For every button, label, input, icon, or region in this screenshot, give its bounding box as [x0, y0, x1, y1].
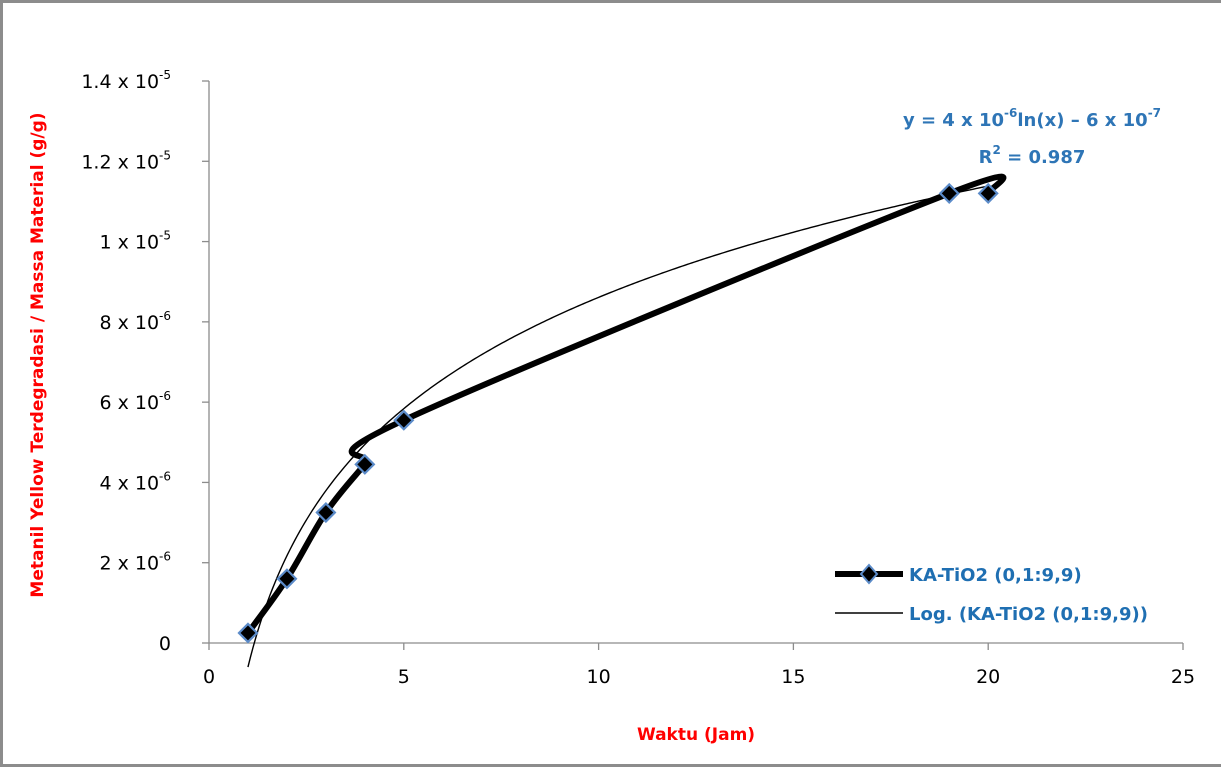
- series-line: [245, 173, 1007, 635]
- equation-prefix: y = 4 x 10: [903, 110, 1004, 131]
- legend-series-label: KA-TiO2 (0,1:9,9): [909, 565, 1082, 586]
- legend: KA-TiO2 (0,1:9,9) Log. (KA-TiO2 (0,1:9,9…: [835, 563, 1148, 625]
- x-axis-title: Waktu (Jam): [637, 725, 755, 745]
- data-point-marker: [977, 182, 999, 204]
- y-tick-label: 1 x 10-5: [99, 229, 171, 254]
- legend-trendline-label: Log. (KA-TiO2 (0,1:9,9)): [909, 604, 1148, 625]
- x-tick-label: 15: [781, 666, 805, 688]
- y-tick-label: 4 x 10-6: [99, 469, 171, 494]
- y-tick-labels: 0 2 x 10-6 4 x 10-6 6 x 10-6 8 x 10-6 1 x 10-…: [81, 68, 171, 655]
- markers: [237, 182, 999, 644]
- data-point-marker: [354, 453, 376, 475]
- data-point-marker: [276, 568, 298, 590]
- r2-exp: 2: [992, 143, 1000, 157]
- y-tick-label: 8 x 10-6: [99, 309, 171, 334]
- legend-item-series: KA-TiO2 (0,1:9,9): [835, 563, 1082, 586]
- axes: [202, 80, 1184, 650]
- equation-exp2: -7: [1148, 106, 1161, 120]
- data-point-marker: [938, 182, 960, 204]
- series: [245, 173, 1007, 635]
- x-tick-label: 25: [1171, 666, 1195, 688]
- trendline-curve: [247, 185, 989, 668]
- equation-exp1: -6: [1004, 106, 1017, 120]
- equation-mid: ln(x) – 6 x 10: [1017, 110, 1147, 131]
- legend-series-marker: [859, 563, 879, 585]
- x-tick-label: 0: [203, 666, 215, 688]
- x-tick-labels: 0 5 10 15 20 25: [203, 666, 1195, 688]
- data-point-marker: [237, 622, 259, 644]
- legend-item-trendline: Log. (KA-TiO2 (0,1:9,9)): [835, 604, 1148, 625]
- y-tick-label: 0: [159, 633, 171, 655]
- data-point-marker: [315, 501, 337, 524]
- trendline: [247, 185, 989, 668]
- r-squared-line: R2 = 0.987: [979, 143, 1086, 168]
- r2-prefix: R: [979, 147, 993, 168]
- x-tick-label: 10: [587, 666, 611, 688]
- y-tick-label: 2 x 10-6: [99, 550, 171, 575]
- x-tick-label: 20: [976, 666, 1000, 688]
- r2-value: = 0.987: [1001, 147, 1086, 168]
- y-tick-label: 1.2 x 10-5: [81, 148, 171, 173]
- equation-line: y = 4 x 10-6ln(x) – 6 x 10-7: [903, 106, 1161, 131]
- y-axis-title: Metanil Yellow Terdegradasi / Massa Mate…: [28, 112, 48, 597]
- data-point-marker: [393, 409, 415, 431]
- trendline-equation: y = 4 x 10-6ln(x) – 6 x 10-7 R2 = 0.987: [903, 106, 1161, 168]
- x-tick-label: 5: [398, 666, 410, 688]
- y-tick-label: 6 x 10-6: [99, 389, 171, 414]
- y-tick-label: 1.4 x 10-5: [81, 68, 171, 93]
- chart-svg: 0 2 x 10-6 4 x 10-6 6 x 10-6 8 x 10-6 1 x 10-…: [28, 68, 1195, 745]
